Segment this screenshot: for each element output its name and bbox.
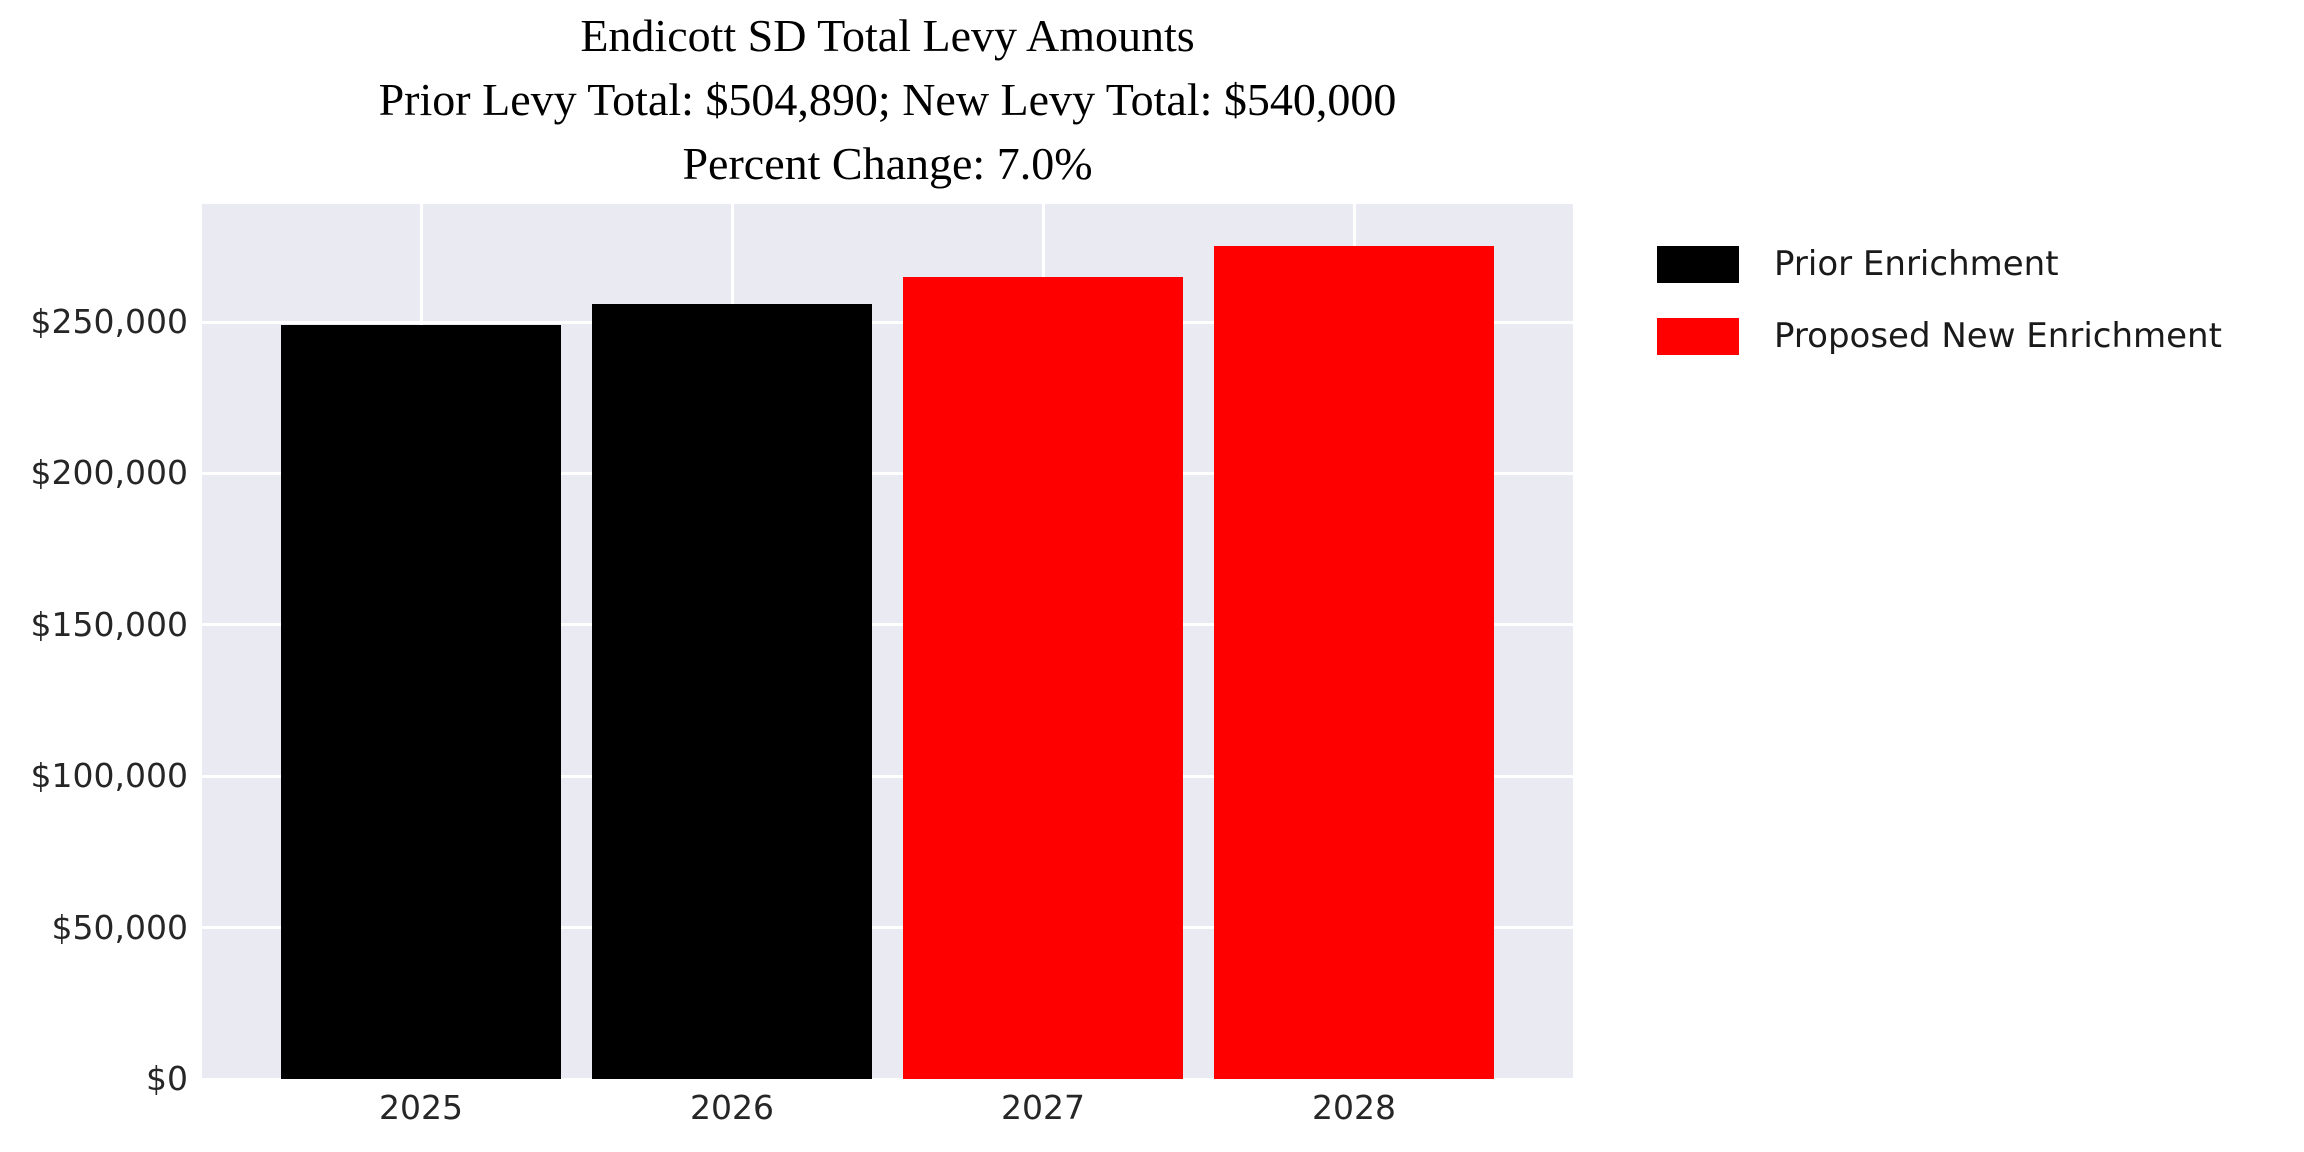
gridline-horizontal (202, 1077, 1573, 1081)
bar-2025 (281, 325, 561, 1079)
y-tick-label: $50,000 (51, 907, 188, 947)
x-tick-label-2025: 2025 (379, 1088, 463, 1127)
legend-item: Proposed New Enrichment (1657, 300, 2222, 372)
gridline-horizontal (202, 471, 1573, 475)
y-tick-label: $150,000 (30, 604, 188, 644)
x-tick-label-2027: 2027 (1001, 1088, 1085, 1127)
gridline-horizontal (202, 774, 1573, 778)
y-tick-label: $100,000 (30, 756, 188, 796)
legend-item: Prior Enrichment (1657, 228, 2222, 300)
chart-title-line-1: Endicott SD Total Levy Amounts (580, 10, 1195, 61)
y-tick-label: $0 (146, 1059, 188, 1098)
bar-2027 (903, 276, 1183, 1079)
chart-title-line-2: Prior Levy Total: $504,890; New Levy Tot… (378, 74, 1397, 125)
y-tick-label: $250,000 (30, 302, 188, 342)
bar-2026 (592, 304, 872, 1079)
legend-label: Proposed New Enrichment (1774, 316, 2222, 356)
y-tick-label: $200,000 (30, 453, 188, 493)
chart-title-line-3: Percent Change: 7.0% (682, 138, 1093, 189)
legend: Prior Enrichment Proposed New Enrichment (1657, 228, 2222, 372)
chart-title: Endicott SD Total Levy Amounts Prior Lev… (202, 4, 1573, 196)
legend-swatch (1657, 245, 1739, 283)
bar-2028 (1214, 246, 1494, 1079)
x-tick-label-2028: 2028 (1312, 1088, 1396, 1127)
gridline-horizontal (202, 320, 1573, 324)
plot-area (202, 204, 1573, 1081)
gridline-horizontal (202, 926, 1573, 930)
legend-label: Prior Enrichment (1774, 244, 2059, 284)
x-tick-label-2026: 2026 (690, 1088, 774, 1127)
legend-swatch (1657, 317, 1739, 355)
gridline-horizontal (202, 623, 1573, 627)
